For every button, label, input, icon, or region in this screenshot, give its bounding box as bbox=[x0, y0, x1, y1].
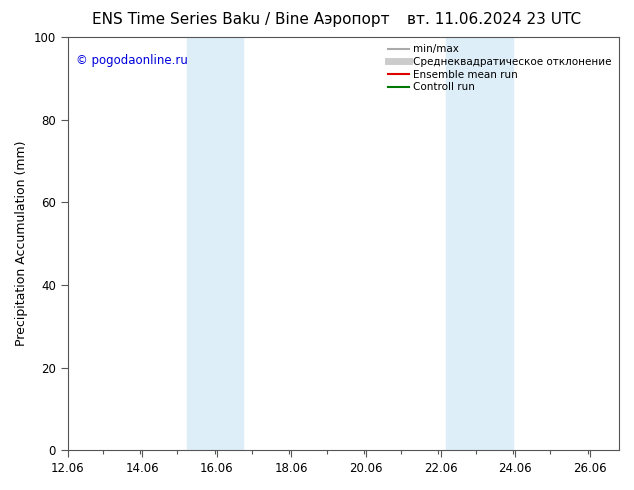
Bar bbox=[186, 37, 243, 450]
Bar bbox=[446, 37, 513, 450]
Y-axis label: Precipitation Accumulation (mm): Precipitation Accumulation (mm) bbox=[15, 141, 28, 346]
Text: © pogodaonline.ru: © pogodaonline.ru bbox=[76, 54, 188, 67]
Legend: min/max, Среднеквадратическое отклонение, Ensemble mean run, Controll run: min/max, Среднеквадратическое отклонение… bbox=[386, 42, 614, 95]
Text: вт. 11.06.2024 23 UTC: вт. 11.06.2024 23 UTC bbox=[408, 12, 581, 27]
Text: ENS Time Series Baku / Bine Аэропорт: ENS Time Series Baku / Bine Аэропорт bbox=[92, 12, 390, 27]
